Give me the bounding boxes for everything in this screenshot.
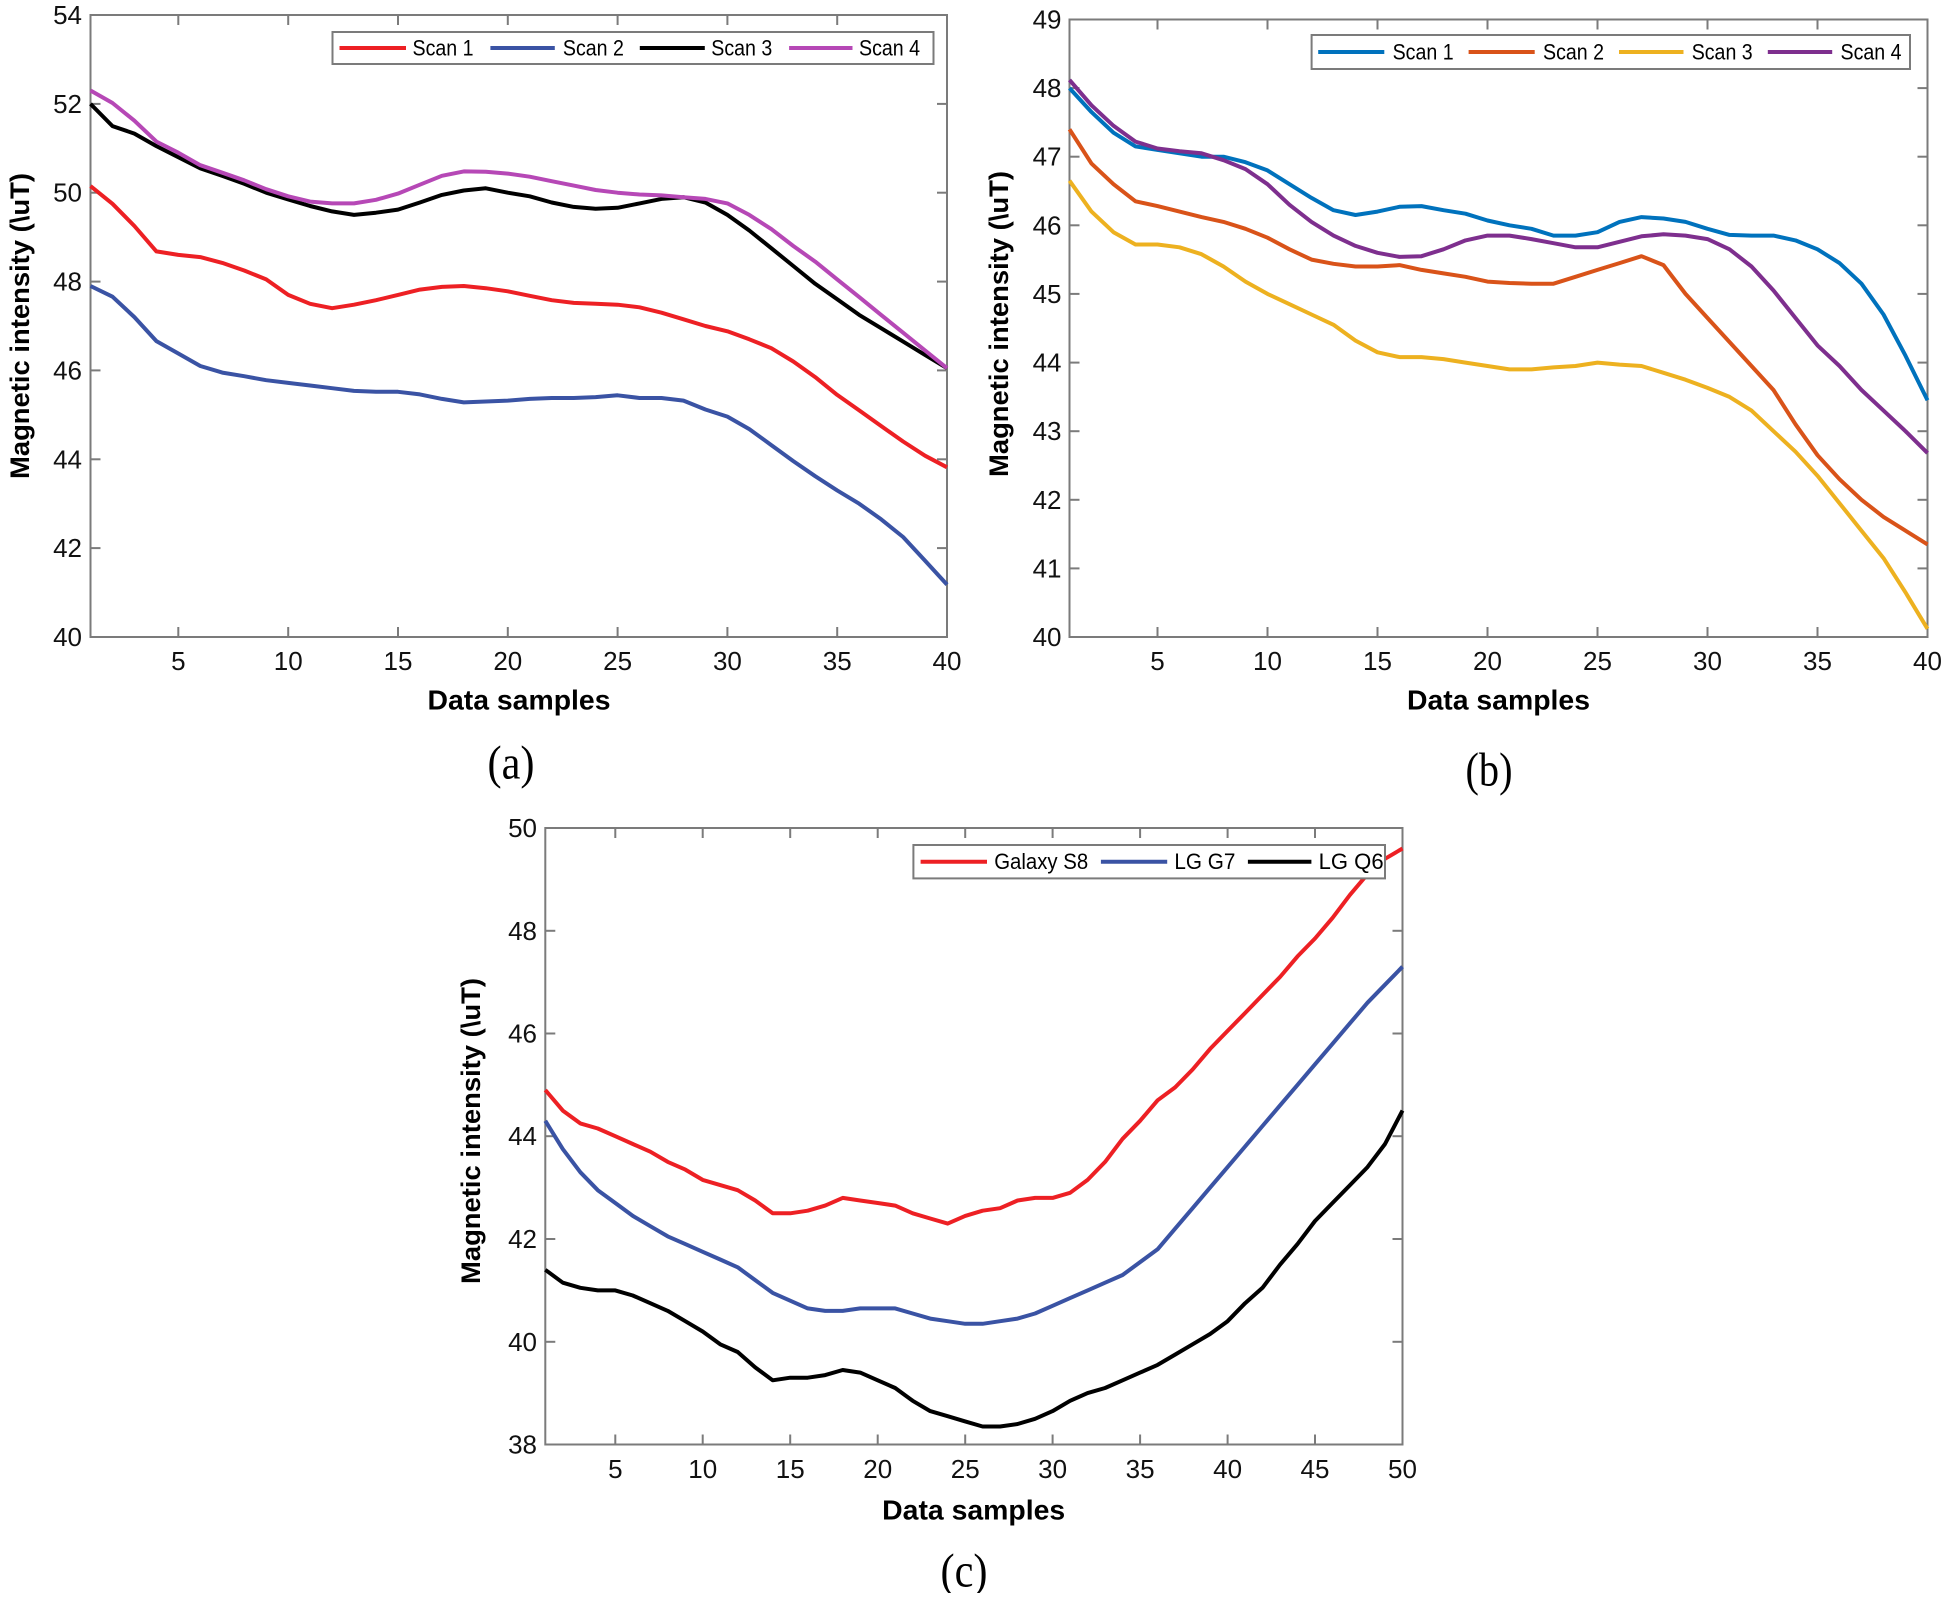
svg-text:40: 40 <box>933 646 962 676</box>
svg-text:Scan 1: Scan 1 <box>1393 40 1454 65</box>
svg-text:50: 50 <box>1388 1454 1417 1484</box>
svg-text:10: 10 <box>688 1454 717 1484</box>
svg-text:20: 20 <box>863 1454 892 1484</box>
svg-text:48: 48 <box>53 267 82 297</box>
svg-text:25: 25 <box>603 646 632 676</box>
svg-text:49: 49 <box>1033 5 1062 35</box>
svg-text:Data samples: Data samples <box>1407 685 1590 716</box>
svg-text:30: 30 <box>713 646 742 676</box>
svg-text:45: 45 <box>1301 1454 1330 1484</box>
svg-text:48: 48 <box>508 916 537 946</box>
svg-text:Scan 3: Scan 3 <box>711 36 772 61</box>
svg-text:(c): (c) <box>941 1545 988 1594</box>
svg-text:LG Q6: LG Q6 <box>1319 849 1384 874</box>
svg-text:43: 43 <box>1033 416 1062 446</box>
svg-text:Scan 2: Scan 2 <box>1543 40 1604 65</box>
svg-text:35: 35 <box>823 646 852 676</box>
svg-text:38: 38 <box>508 1430 537 1460</box>
svg-text:25: 25 <box>1583 646 1612 676</box>
svg-text:(b): (b) <box>1466 744 1513 797</box>
svg-text:54: 54 <box>53 0 82 30</box>
svg-text:Scan 3: Scan 3 <box>1692 40 1753 65</box>
svg-text:10: 10 <box>274 646 303 676</box>
svg-text:40: 40 <box>1913 646 1942 676</box>
svg-text:42: 42 <box>508 1224 537 1254</box>
svg-text:35: 35 <box>1803 646 1832 676</box>
svg-text:Scan 1: Scan 1 <box>413 36 474 61</box>
svg-text:Scan 4: Scan 4 <box>859 36 920 61</box>
svg-text:41: 41 <box>1033 553 1062 583</box>
svg-text:LG G7: LG G7 <box>1174 849 1235 874</box>
svg-text:20: 20 <box>1473 646 1502 676</box>
svg-text:45: 45 <box>1033 279 1062 309</box>
svg-text:50: 50 <box>53 178 82 208</box>
svg-text:48: 48 <box>1033 73 1062 103</box>
svg-text:10: 10 <box>1253 646 1282 676</box>
svg-text:44: 44 <box>53 444 82 474</box>
svg-text:42: 42 <box>53 533 82 563</box>
svg-text:50: 50 <box>508 813 537 843</box>
svg-text:40: 40 <box>53 622 82 652</box>
svg-text:46: 46 <box>1033 210 1062 240</box>
svg-text:44: 44 <box>508 1121 537 1151</box>
svg-text:46: 46 <box>53 355 82 385</box>
svg-text:15: 15 <box>1363 646 1392 676</box>
svg-text:40: 40 <box>508 1327 537 1357</box>
svg-text:25: 25 <box>951 1454 980 1484</box>
svg-text:Magnetic intensity (\uT): Magnetic intensity (\uT) <box>5 173 35 479</box>
svg-text:Data samples: Data samples <box>882 1495 1065 1526</box>
svg-text:40: 40 <box>1213 1454 1242 1484</box>
svg-text:(a): (a) <box>488 737 535 790</box>
svg-text:15: 15 <box>776 1454 805 1484</box>
svg-text:Data samples: Data samples <box>428 685 611 716</box>
svg-text:Magnetic intensity (\uT): Magnetic intensity (\uT) <box>456 978 486 1284</box>
svg-text:Scan 2: Scan 2 <box>563 36 624 61</box>
svg-text:5: 5 <box>1150 646 1164 676</box>
svg-text:42: 42 <box>1033 485 1062 515</box>
svg-text:44: 44 <box>1033 348 1062 378</box>
svg-text:30: 30 <box>1693 646 1722 676</box>
svg-text:46: 46 <box>508 1019 537 1049</box>
svg-text:5: 5 <box>608 1454 622 1484</box>
svg-text:15: 15 <box>384 646 413 676</box>
svg-text:52: 52 <box>53 89 82 119</box>
svg-text:5: 5 <box>171 646 185 676</box>
svg-text:Galaxy S8: Galaxy S8 <box>994 849 1088 874</box>
svg-text:47: 47 <box>1033 142 1062 172</box>
svg-text:40: 40 <box>1033 622 1062 652</box>
svg-text:Magnetic intensity (\uT): Magnetic intensity (\uT) <box>984 171 1014 477</box>
svg-text:Scan 4: Scan 4 <box>1841 40 1902 65</box>
svg-text:35: 35 <box>1126 1454 1155 1484</box>
svg-text:30: 30 <box>1038 1454 1067 1484</box>
svg-text:20: 20 <box>493 646 522 676</box>
